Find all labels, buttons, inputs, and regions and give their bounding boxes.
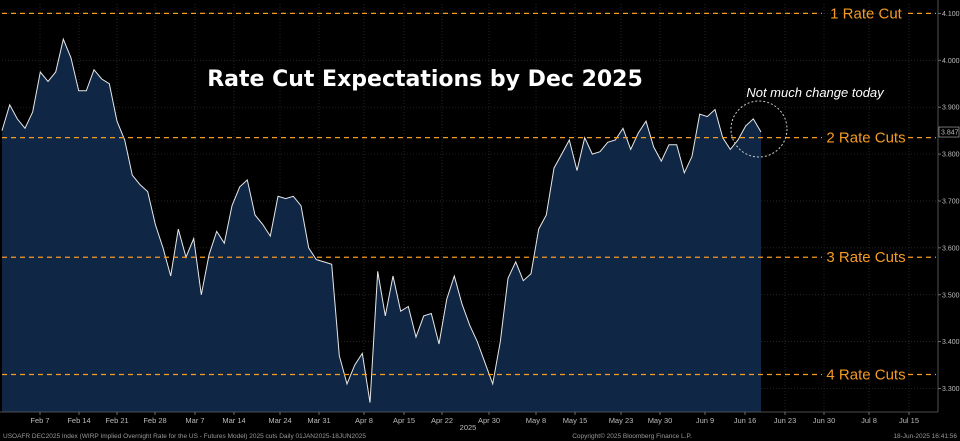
x-tick-label: May 8 <box>526 416 546 425</box>
x-tick-label: Apr 8 <box>355 416 373 425</box>
footer-source: USOAFR DEC2025 Index (WIRP Implied Overn… <box>3 433 366 440</box>
x-tick-label: Jul 8 <box>861 416 877 425</box>
reference-label: 2 Rate Cuts <box>826 130 905 147</box>
x-tick-label: Apr 30 <box>478 416 500 425</box>
y-tick-label: 4.000 <box>942 58 960 65</box>
chart-title: Rate Cut Expectations by Dec 2025 <box>207 67 643 92</box>
footer-timestamp: 18-Jun-2025 16:41:56 <box>893 433 957 440</box>
x-tick-label: Mar 24 <box>268 416 291 425</box>
x-tick-label: Jun 9 <box>696 416 714 425</box>
chart-annotation: Not much change today <box>746 85 885 100</box>
reference-lines: 1 Rate Cut 2 Rate Cuts 3 Rate Cuts 4 Rate C… <box>2 5 936 383</box>
x-tick-label: May 23 <box>609 416 634 425</box>
x-tick-label: May 15 <box>563 416 588 425</box>
y-tick-label: 4.100 <box>942 11 960 18</box>
last-value-box <box>938 126 960 138</box>
x-tick-label: Feb 14 <box>67 416 90 425</box>
x-tick-label: Mar 7 <box>185 416 204 425</box>
x-tick-label: May 30 <box>648 416 673 425</box>
last-value-marker: 3.847 <box>938 126 960 138</box>
x-axis-year-label: 2025 <box>460 423 477 432</box>
footer-copyright: Copyright© 2025 Bloomberg Finance L.P. <box>572 432 692 440</box>
series-area-fill <box>2 39 761 412</box>
y-tick-label: 3.400 <box>942 339 960 346</box>
y-axis: 4.100 4.000 3.900 3.800 3.700 3.600 3.500 3.400… <box>937 0 960 412</box>
x-tick-label: Feb 7 <box>30 416 49 425</box>
y-tick-label: 3.600 <box>942 245 960 252</box>
x-tick-label: Mar 14 <box>222 416 245 425</box>
highlight-circle <box>730 100 788 158</box>
x-axis: Feb 7 Feb 14 Feb 21 Feb 28 Mar 7 Mar 14 Mar 24… <box>0 411 938 425</box>
x-tick-label: Feb 21 <box>105 416 128 425</box>
reference-label: 4 Rate Cuts <box>826 366 905 383</box>
y-tick-label: 3.800 <box>942 152 960 159</box>
x-tick-label: Jun 30 <box>813 416 836 425</box>
x-tick-label: Jun 23 <box>774 416 797 425</box>
series-line <box>1 37 762 403</box>
last-value-label: 3.847 <box>941 130 959 137</box>
reference-label: 3 Rate Cuts <box>826 249 905 266</box>
x-tick-label: Jul 15 <box>899 416 919 425</box>
reference-label: 1 Rate Cut <box>830 5 903 22</box>
y-tick-label: 3.700 <box>942 198 960 205</box>
y-tick-label: 3.500 <box>942 292 960 299</box>
x-tick-label: Apr 22 <box>431 416 453 425</box>
y-tick-label: 3.300 <box>942 386 960 393</box>
x-tick-label: Mar 31 <box>307 416 330 425</box>
x-tick-label: Apr 15 <box>393 416 415 425</box>
x-tick-label: Jun 16 <box>734 416 757 425</box>
x-tick-label: Feb 28 <box>143 416 166 425</box>
y-tick-label: 3.900 <box>942 105 960 112</box>
